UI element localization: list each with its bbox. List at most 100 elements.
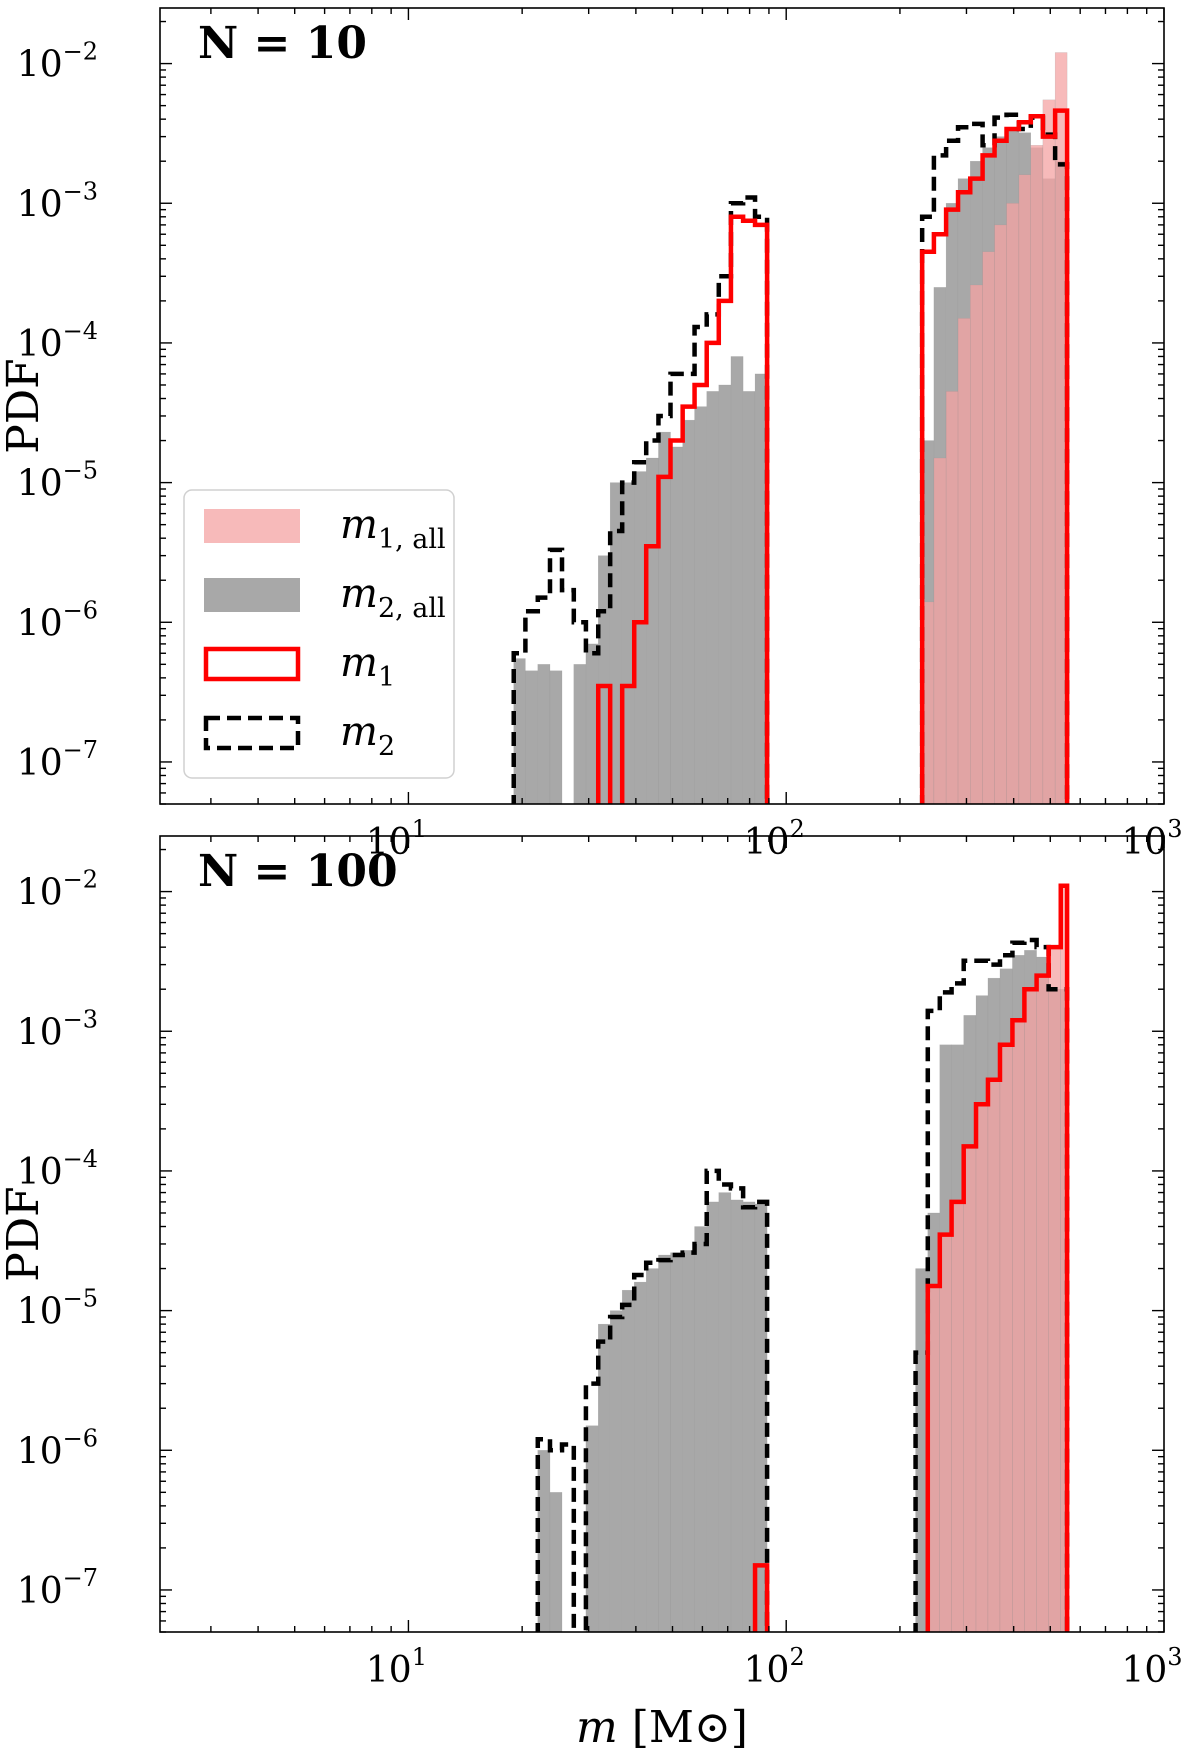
y-tick-label: 10−7 [17,736,98,784]
x-tick-base: 10 [744,1650,790,1691]
axes-frame [159,835,1165,1633]
hist-bar-m2_all [670,446,683,804]
x-tick-label: 103 [1121,815,1182,863]
hist-bar-m1_all [994,224,1007,804]
y-tick-label: 10−3 [17,1005,98,1053]
x-tick-base: 10 [1121,1650,1167,1691]
y-tick-base: 10 [17,1012,63,1053]
hist-bar-m2_all [646,1268,659,1632]
y-tick-label: 10−2 [17,866,98,914]
x-tick-base: 10 [366,822,412,863]
y-tick-base: 10 [17,603,63,644]
hist-bar-m1_all [1048,946,1061,1632]
legend-label-m1: m1 [340,640,395,693]
axes-frame [159,7,1165,805]
y-tick-exp: −4 [63,317,98,345]
legend-label-sub: 2, all [378,593,446,624]
hist-bar-m2_all [718,384,732,804]
hist-bar-m1_all [939,1234,952,1632]
hist-bar-m2_all [598,1323,611,1632]
legend-label-m2_all: m2, all [340,571,446,624]
y-tick-exp: −4 [63,1145,98,1173]
y-tick-base: 10 [17,184,63,225]
y-tick-label: 10−7 [17,1564,98,1612]
legend-label-sub: 1, all [378,524,446,555]
hist-bar-m2_all [609,1310,623,1632]
y-tick-base: 10 [17,743,63,784]
hist-bar-m2_all [634,1281,647,1632]
x-tick-label: 102 [744,1643,805,1691]
data-layer [511,52,1070,804]
hist-step-m1 [925,883,1070,1632]
y-tick-exp: −2 [63,38,98,66]
hist-step-m2 [535,1168,770,1632]
legend-handle-m1 [203,646,301,682]
panel-title: N = 100 [198,846,398,897]
hist-bar-m2_all [682,1250,695,1632]
x-axis-label: m [M⊙] [576,1702,748,1753]
legend-label-m1_all: m1, all [340,502,446,555]
hist-bar-m2_all [658,1254,671,1632]
hist-bar-m1_all [951,1201,964,1632]
hist-bar-m1_all [1042,99,1056,804]
legend-handle-m1_all [204,509,300,543]
hist-bar-m1_all [1024,989,1037,1632]
hist-bar-m1_all [957,318,971,804]
hist-step-m1 [919,108,1070,804]
legend-label-base: m [340,571,378,617]
y-tick-base: 10 [17,45,63,86]
hist-bar-m1_all [1030,145,1044,804]
hist-bar-m2_all [537,664,551,804]
x-tick-exp: 3 [1167,815,1182,843]
data-layer [535,883,1070,1632]
hist-bar-m2_all [694,1226,707,1632]
hist-bar-m1_all [1018,174,1031,804]
y-tick-exp: −5 [63,457,98,485]
hist-bar-m2_all [549,670,563,804]
x-tick-label: 101 [366,1643,427,1691]
hist-bar-m1_all [945,391,959,804]
hist-bar-m2_all [742,391,756,804]
y-tick-base: 10 [17,1571,63,1612]
y-axis-label: PDF [0,1186,49,1281]
x-tick-exp: 2 [789,1643,804,1671]
x-tick-exp: 2 [789,815,804,843]
hist-bar-m2_all [549,1492,563,1632]
hist-bar-m1_all [982,251,995,804]
y-tick-base: 10 [17,1431,63,1472]
y-tick-base: 10 [17,324,63,365]
legend-label-sub: 1 [378,662,395,693]
legend-label-m2: m2 [340,709,395,762]
legend-label-base: m [340,502,378,548]
hist-step-m1 [752,1563,770,1632]
hist-bar-m2_all [694,406,707,804]
hist-bar-m2_all [730,356,744,804]
hist-bar-m2_all [706,1201,719,1632]
hist-bar-m2_all [573,664,587,804]
x-tick-base: 10 [1121,822,1167,863]
legend-label-base: m [340,709,378,755]
y-tick-base: 10 [17,1152,63,1193]
hist-bar-m2_all [682,419,695,804]
hist-bar-m2_all [706,391,719,804]
x-tick-exp: 3 [1167,1643,1182,1671]
y-tick-base: 10 [17,873,63,914]
hist-bar-m2_all [670,1252,683,1632]
x-tick-label: 101 [366,815,427,863]
y-tick-base: 10 [17,1292,63,1333]
hist-bar-m1_all [933,457,947,804]
y-tick-label: 10−5 [17,1285,98,1333]
y-tick-exp: −6 [63,596,98,624]
x-tick-base: 10 [366,1650,412,1691]
legend-label-sub: 2 [378,731,395,762]
y-tick-exp: −7 [63,1564,98,1592]
hist-bar-m1_all [1012,1019,1025,1632]
x-axis-label-var: m [576,1702,618,1753]
legend-handle-m2_all [204,578,300,612]
y-tick-exp: −6 [63,1424,98,1452]
x-tick-exp: 1 [412,815,427,843]
y-tick-exp: −5 [63,1285,98,1313]
y-tick-label: 10−2 [17,38,98,86]
